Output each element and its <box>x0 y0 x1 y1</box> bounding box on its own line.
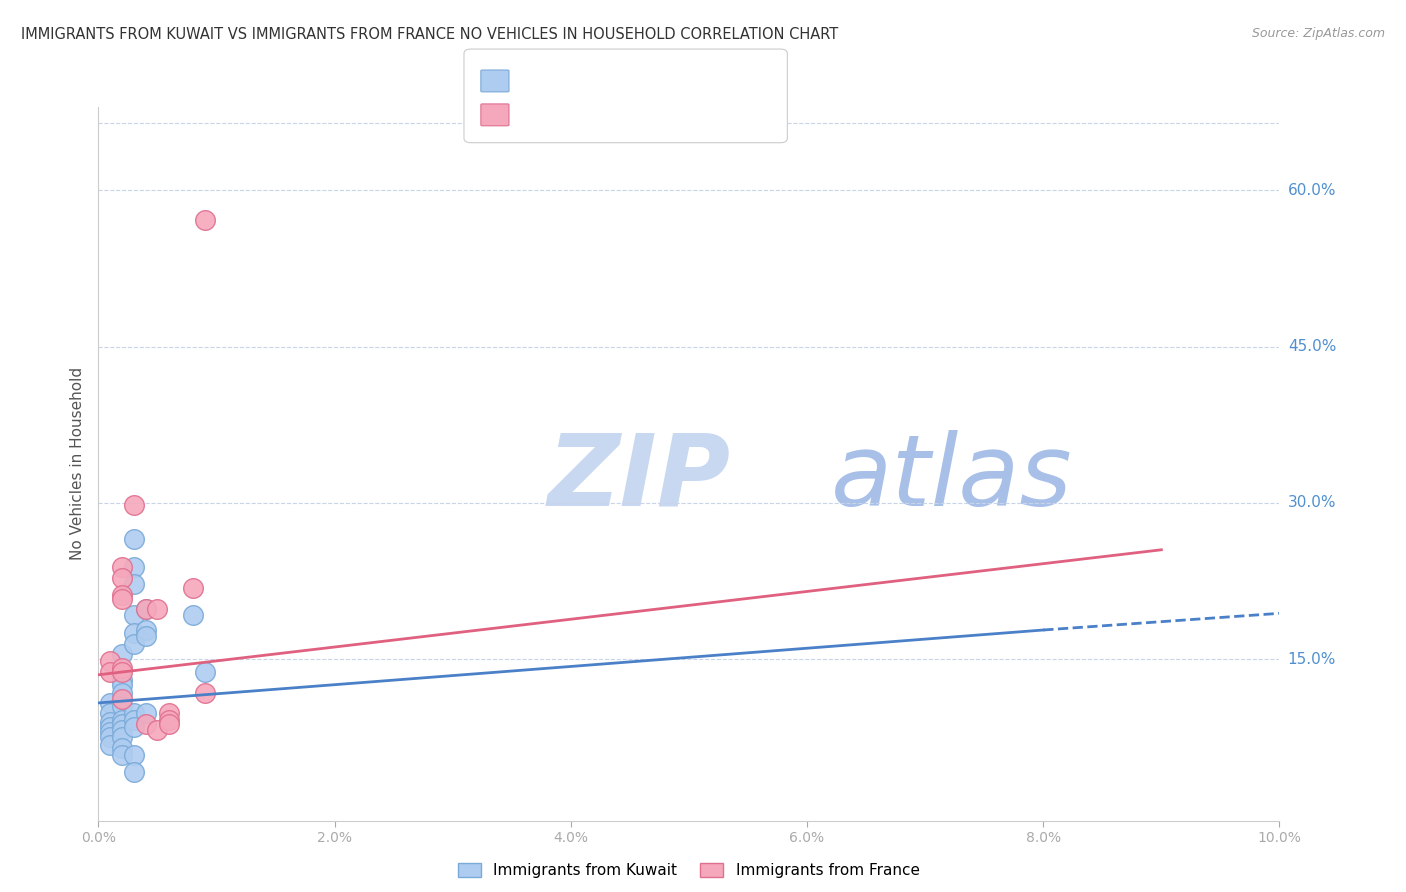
Text: 19: 19 <box>647 103 666 118</box>
Point <box>111 740 134 755</box>
Text: 60.0%: 60.0% <box>1288 183 1336 198</box>
Point <box>122 560 145 574</box>
Point <box>122 747 145 762</box>
Text: R =: R = <box>516 103 547 118</box>
Point <box>181 582 204 596</box>
Point <box>122 608 145 623</box>
Point <box>135 602 157 616</box>
Text: Source: ZipAtlas.com: Source: ZipAtlas.com <box>1251 27 1385 40</box>
Text: 35: 35 <box>647 69 666 84</box>
Point <box>135 706 157 721</box>
Point <box>98 696 121 710</box>
Point <box>98 665 121 679</box>
Point <box>111 747 134 762</box>
Point <box>111 660 134 674</box>
Point <box>194 665 217 679</box>
Text: 30.0%: 30.0% <box>1288 495 1336 510</box>
Point <box>146 602 169 616</box>
Point <box>98 714 121 729</box>
Text: N =: N = <box>607 103 650 118</box>
Point <box>157 716 180 731</box>
Point <box>111 723 134 737</box>
Point <box>111 591 134 606</box>
Point <box>111 560 134 574</box>
Point <box>111 699 134 714</box>
Point <box>135 623 157 637</box>
Text: ZIP: ZIP <box>547 430 730 526</box>
Point <box>111 678 134 692</box>
Point <box>111 571 134 585</box>
Point <box>122 764 145 779</box>
Point <box>111 691 134 706</box>
Point <box>122 720 145 734</box>
Point <box>98 738 121 752</box>
Point <box>157 713 180 727</box>
Point <box>122 636 145 650</box>
Point <box>111 673 134 687</box>
Point <box>122 533 145 547</box>
Point <box>98 706 121 721</box>
Point <box>122 577 145 591</box>
Point <box>111 665 134 679</box>
Point <box>111 713 134 727</box>
Point <box>194 685 217 699</box>
Text: N =: N = <box>607 69 650 84</box>
Point <box>122 626 145 640</box>
Point <box>111 647 134 661</box>
Point <box>111 731 134 745</box>
Point <box>111 588 134 602</box>
Point <box>122 706 145 721</box>
Text: 0.192: 0.192 <box>555 69 602 84</box>
Y-axis label: No Vehicles in Household: No Vehicles in Household <box>69 368 84 560</box>
Point <box>111 716 134 731</box>
Text: R =: R = <box>516 69 547 84</box>
Point <box>135 602 157 616</box>
Point <box>111 685 134 699</box>
Text: atlas: atlas <box>831 430 1073 526</box>
Point <box>146 723 169 737</box>
Point <box>98 731 121 745</box>
Point <box>98 720 121 734</box>
Point <box>157 706 180 721</box>
Point <box>135 629 157 643</box>
Text: 0.249: 0.249 <box>555 103 602 118</box>
Point <box>194 212 217 227</box>
Legend: Immigrants from Kuwait, Immigrants from France: Immigrants from Kuwait, Immigrants from … <box>453 857 925 884</box>
Point <box>135 716 157 731</box>
Text: IMMIGRANTS FROM KUWAIT VS IMMIGRANTS FROM FRANCE NO VEHICLES IN HOUSEHOLD CORREL: IMMIGRANTS FROM KUWAIT VS IMMIGRANTS FRO… <box>21 27 838 42</box>
Point <box>122 498 145 512</box>
Point <box>98 654 121 668</box>
Point <box>98 725 121 739</box>
Point <box>181 608 204 623</box>
Text: 45.0%: 45.0% <box>1288 339 1336 354</box>
Point <box>122 713 145 727</box>
Text: 15.0%: 15.0% <box>1288 652 1336 666</box>
